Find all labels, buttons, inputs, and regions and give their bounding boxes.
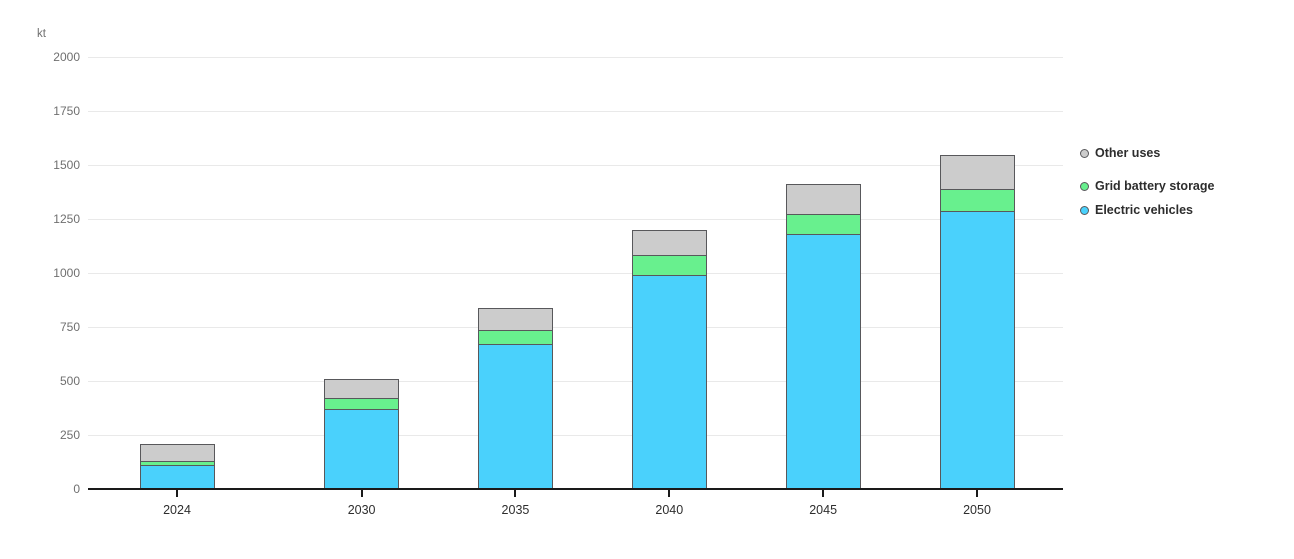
bar-segment-grid-battery-storage-2045[interactable] xyxy=(785,214,861,235)
legend-item-other-uses[interactable]: Other uses xyxy=(1080,145,1160,161)
bar-segment-other-uses-2035[interactable] xyxy=(477,308,553,331)
y-axis-tick-label: 1000 xyxy=(53,265,80,280)
bar-segment-electric-vehicles-2040[interactable] xyxy=(631,275,707,489)
gridline xyxy=(88,164,1063,166)
x-axis-tick-mark xyxy=(976,490,978,497)
gridline xyxy=(88,218,1063,220)
gridline xyxy=(88,380,1063,382)
y-axis-tick-label: 1750 xyxy=(53,103,80,118)
bar-segment-electric-vehicles-2050[interactable] xyxy=(939,211,1015,489)
legend-marker-icon xyxy=(1080,148,1089,158)
gridline xyxy=(88,434,1063,436)
bar-segment-grid-battery-storage-2035[interactable] xyxy=(477,330,553,345)
x-axis-tick-label: 2050 xyxy=(963,503,991,517)
x-axis-tick-label: 2030 xyxy=(347,503,376,517)
gridline xyxy=(88,326,1063,328)
bar-segment-grid-battery-storage-2050[interactable] xyxy=(939,189,1015,212)
y-axis-unit-label: kt xyxy=(37,28,46,40)
legend-item-label: Electric vehicles xyxy=(1095,203,1193,217)
legend-item-electric-vehicles[interactable]: Electric vehicles xyxy=(1080,202,1193,218)
x-axis-tick-label: 2045 xyxy=(809,503,838,517)
bar-segment-other-uses-2024[interactable] xyxy=(139,444,215,462)
bar-segment-grid-battery-storage-2040[interactable] xyxy=(631,255,707,276)
y-axis-tick-label: 2000 xyxy=(53,49,80,64)
bar-segment-grid-battery-storage-2030[interactable] xyxy=(324,398,400,410)
bar-segment-other-uses-2040[interactable] xyxy=(631,230,707,256)
x-axis-tick-mark xyxy=(514,490,517,497)
y-axis-tick-label: 500 xyxy=(59,373,80,388)
y-axis-tick-label: 750 xyxy=(59,319,80,334)
bar-segment-other-uses-2050[interactable] xyxy=(939,155,1015,190)
gridline xyxy=(88,56,1063,58)
gridline xyxy=(88,272,1063,274)
gridline xyxy=(88,110,1063,112)
bar-segment-electric-vehicles-2045[interactable] xyxy=(785,234,861,489)
bar-segment-electric-vehicles-2035[interactable] xyxy=(477,344,553,489)
x-axis-tick-mark xyxy=(176,490,178,497)
y-axis-tick-label: 1500 xyxy=(53,157,80,172)
y-axis-tick-label: 0 xyxy=(73,481,80,496)
bar-segment-electric-vehicles-2030[interactable] xyxy=(324,409,400,489)
x-axis-tick-label: 2040 xyxy=(655,503,684,517)
x-axis-tick-mark xyxy=(360,490,363,497)
x-axis-tick-mark xyxy=(668,490,671,497)
legend-item-label: Other uses xyxy=(1095,146,1161,160)
legend-item-grid-battery-storage[interactable]: Grid battery storage xyxy=(1080,178,1214,194)
bar-segment-other-uses-2030[interactable] xyxy=(324,379,400,399)
x-axis-tick-mark xyxy=(822,490,825,497)
bar-segment-other-uses-2045[interactable] xyxy=(785,184,861,215)
y-axis-tick-label: 250 xyxy=(59,427,80,442)
x-axis-line xyxy=(88,488,1063,490)
x-axis-tick-label: 2035 xyxy=(501,503,530,517)
y-axis-tick-label: 1250 xyxy=(53,211,80,226)
legend-item-label: Grid battery storage xyxy=(1095,179,1215,193)
x-axis-tick-label: 2024 xyxy=(163,503,191,517)
bar-segment-electric-vehicles-2024[interactable] xyxy=(139,465,215,489)
legend-marker-icon xyxy=(1080,205,1089,215)
legend-marker-icon xyxy=(1080,181,1089,191)
plot-area xyxy=(88,56,1063,490)
